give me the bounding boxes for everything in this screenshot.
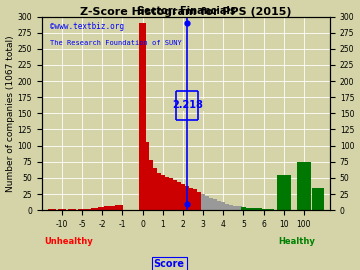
Bar xyxy=(205,196,209,210)
Bar xyxy=(172,180,177,210)
Bar xyxy=(237,206,242,210)
Bar xyxy=(108,208,116,210)
Title: Z-Score Histogram for PPS (2015): Z-Score Histogram for PPS (2015) xyxy=(80,6,292,16)
Bar xyxy=(144,142,149,210)
Bar xyxy=(181,184,185,210)
Bar xyxy=(161,175,165,210)
Bar xyxy=(88,209,96,210)
Bar xyxy=(165,177,169,210)
Bar xyxy=(229,205,234,210)
Text: Healthy: Healthy xyxy=(278,237,315,246)
Bar xyxy=(221,202,225,210)
Text: 2.218: 2.218 xyxy=(172,100,203,110)
Bar xyxy=(201,194,205,210)
Bar xyxy=(257,208,262,210)
Bar xyxy=(241,207,246,210)
Bar xyxy=(276,175,291,210)
Bar xyxy=(139,23,146,210)
Bar xyxy=(269,209,274,210)
Text: Sector: Financials: Sector: Financials xyxy=(136,6,235,16)
Bar xyxy=(193,190,197,210)
Bar xyxy=(225,204,229,210)
Bar xyxy=(233,206,238,210)
Bar xyxy=(104,206,112,210)
Text: The Research Foundation of SUNY: The Research Foundation of SUNY xyxy=(50,40,182,46)
Bar xyxy=(112,206,120,210)
Bar xyxy=(148,160,153,210)
Bar xyxy=(197,192,201,210)
Bar xyxy=(312,188,324,210)
Bar xyxy=(94,208,102,210)
Bar xyxy=(217,201,221,210)
Bar xyxy=(297,162,311,210)
Bar xyxy=(91,208,99,210)
Bar xyxy=(261,209,266,210)
Bar xyxy=(185,185,189,210)
Bar xyxy=(213,199,217,210)
Bar xyxy=(265,209,270,210)
Bar xyxy=(177,182,181,210)
Bar xyxy=(245,208,249,210)
Text: Score: Score xyxy=(154,259,185,269)
Bar xyxy=(157,173,161,210)
Bar xyxy=(115,205,123,210)
Bar xyxy=(168,178,173,210)
Bar xyxy=(85,209,93,210)
Bar xyxy=(48,209,56,210)
Bar xyxy=(189,188,193,210)
Text: Unhealthy: Unhealthy xyxy=(45,237,93,246)
Bar xyxy=(98,207,106,210)
Y-axis label: Number of companies (1067 total): Number of companies (1067 total) xyxy=(5,35,14,192)
Text: ©www.textbiz.org: ©www.textbiz.org xyxy=(50,22,124,31)
Bar xyxy=(209,198,213,210)
Bar xyxy=(152,168,157,210)
Bar xyxy=(253,208,258,210)
Bar xyxy=(249,208,254,210)
